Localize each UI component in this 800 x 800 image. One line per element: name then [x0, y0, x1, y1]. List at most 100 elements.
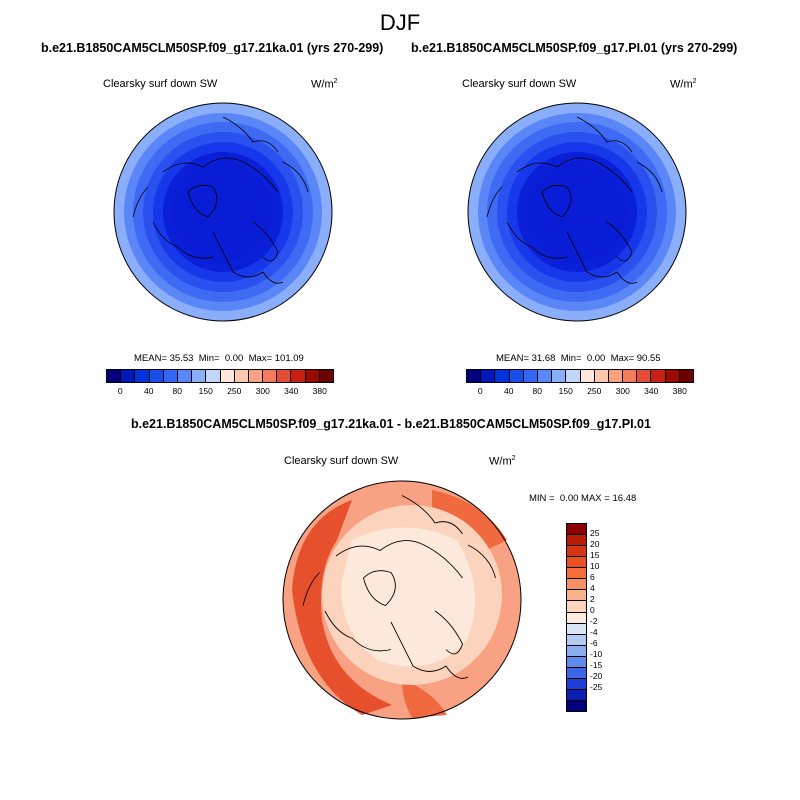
- panel1-stats: MEAN= 35.53 Min= 0.00 Max= 101.09: [134, 353, 304, 364]
- diff-colorbar-tick-label: 25: [590, 528, 600, 538]
- diff-colorbar-tick-label: 4: [590, 583, 595, 593]
- panel2-colorbar-swatch: [495, 370, 510, 382]
- panel2-colorbar-swatch: [608, 370, 624, 382]
- panel1-colorbar-swatch: [107, 370, 122, 382]
- diff-map-fill: [283, 481, 521, 719]
- panel2-colorbar-swatch: [580, 370, 595, 382]
- panel1-colorbar-swatch: [234, 370, 249, 382]
- diff-colorbar-swatch: [567, 656, 586, 668]
- panel1-coastlines: [132, 116, 309, 284]
- coastline-path: [282, 161, 309, 193]
- panel1-colorbar-swatch: [319, 370, 333, 382]
- panel2-map-rings: [468, 103, 686, 321]
- panel1-colorbar-swatch: [206, 370, 221, 382]
- diff-colorbar-swatch: [567, 568, 586, 580]
- panel1-colorbar-tick-label: 0: [117, 386, 123, 396]
- coastline-path: [252, 221, 279, 262]
- panel2-colorbar-tick-label: 150: [558, 386, 573, 396]
- diff-strong-region-west: [292, 500, 392, 715]
- coastline-path: [467, 544, 496, 579]
- coastline-path: [506, 221, 568, 259]
- diff-colorbar-swatch: [567, 579, 586, 591]
- coastline-path: [302, 572, 320, 606]
- diff-colorbar-tick-label: 20: [590, 539, 600, 549]
- panel2-case-title: b.e21.B1850CAM5CLM50SP.f09_g17.PI.01 (yr…: [411, 41, 738, 55]
- diff-coastlines: [302, 495, 496, 679]
- coastline-path: [132, 186, 149, 218]
- diff-colorbar-swatch: [567, 678, 586, 690]
- diff-colorbar-swatch: [567, 701, 586, 712]
- panel2-colorbar-tick-label: 80: [532, 386, 542, 396]
- panel2-colorbar-swatch: [637, 370, 652, 382]
- panel1-variable-label: Clearsky surf down SW: [103, 78, 218, 90]
- panel1-colorbar-tick-label: 150: [198, 386, 213, 396]
- panel1-map-border: [113, 102, 333, 322]
- diff-colorbar-swatch: [567, 667, 586, 679]
- panel2-colorbar-swatch: [537, 370, 553, 382]
- diff-colorbar-tick-label: 0: [590, 605, 595, 615]
- coastline-path: [401, 495, 463, 535]
- panel2-colorbar-swatch: [679, 370, 693, 382]
- panel1-colorbar-tick-label: 250: [227, 386, 242, 396]
- panel1-colorbar-swatch: [163, 370, 178, 382]
- diff-colorbar-swatch: [567, 524, 586, 536]
- diff-colorbar-swatch: [567, 623, 586, 635]
- diff-colorbar-swatch: [567, 634, 586, 646]
- panel1-colorbar-swatch: [277, 370, 292, 382]
- diff-colorbar-tick-label: -4: [590, 627, 598, 637]
- panel1-colorbar-tick-label: 340: [284, 386, 299, 396]
- diff-colorbar-swatch: [567, 546, 586, 558]
- diff-colorbar-tick-label: 2: [590, 594, 595, 604]
- diff-colorbar: [566, 523, 587, 712]
- coastline-path: [566, 231, 638, 284]
- panel1-colorbar-swatch: [149, 370, 164, 382]
- diff-map-border: [282, 480, 522, 720]
- panel2-colorbar-swatch: [467, 370, 482, 382]
- panel2-colorbar-swatch: [594, 370, 609, 382]
- diff-colorbar-swatch: [567, 557, 586, 569]
- diff-colorbar-swatch: [567, 645, 586, 657]
- coastline-path: [636, 161, 663, 193]
- diff-colorbar-swatch: [567, 601, 586, 613]
- coastline-path: [390, 621, 469, 679]
- panel2-colorbar-tick-label: 250: [587, 386, 602, 396]
- coastline-path: [324, 610, 392, 652]
- coastline-path: [212, 231, 284, 284]
- diff-colorbar-tick-label: 6: [590, 572, 595, 582]
- panel1-colorbar-swatch: [263, 370, 278, 382]
- panel2-units: W/m2: [670, 78, 697, 91]
- panel2-colorbar-swatch: [623, 370, 638, 382]
- panel2-colorbar-swatch: [566, 370, 581, 382]
- shading-core: [527, 162, 627, 262]
- panel2-colorbar-swatch: [509, 370, 524, 382]
- coastline-path: [162, 157, 279, 193]
- diff-units: W/m2: [489, 455, 516, 468]
- diff-colorbar-tick-label: 10: [590, 561, 600, 571]
- coastline-path: [363, 570, 396, 607]
- figure-title: DJF: [379, 10, 421, 35]
- diff-case-title: b.e21.B1850CAM5CLM50SP.f09_g17.21ka.01 -…: [131, 417, 651, 431]
- diff-variable-label: Clearsky surf down SW: [284, 455, 399, 467]
- diff-colorbar-ticks: 25 20 15 10 6 4 2 0 -2 -4 -6 -10 -15 -20 -25: [590, 523, 620, 713]
- panel2-colorbar-ticks: 0 40 80 150 250 300 340 380: [466, 386, 694, 398]
- diff-colorbar-tick-label: -6: [590, 638, 598, 648]
- panel1-colorbar-tick-label: 80: [172, 386, 182, 396]
- panel1-colorbar-swatch: [291, 370, 306, 382]
- coastline-path: [486, 186, 503, 218]
- diff-strong-region-northeast: [432, 490, 507, 550]
- diff-colorbar-swatch: [567, 535, 586, 547]
- shading-core: [173, 162, 273, 262]
- diff-colorbar-tick-label: -20: [590, 671, 603, 681]
- panel1-colorbar: [106, 369, 334, 383]
- coastline-path: [222, 116, 279, 153]
- diff-polar-map: [282, 480, 522, 720]
- diff-center-region: [341, 527, 475, 667]
- panel2-map-border: [467, 102, 687, 322]
- diff-strong-region-south: [402, 680, 447, 718]
- panel1-colorbar-ticks: 0 40 80 150 250 300 340 380: [106, 386, 334, 398]
- diff-colorbar-tick-label: -2: [590, 616, 598, 626]
- panel1-units: W/m2: [311, 78, 338, 91]
- diff-colorbar-tick-label: 15: [590, 550, 600, 560]
- panel2-colorbar-tick-label: 340: [644, 386, 659, 396]
- coastline-path: [516, 157, 633, 193]
